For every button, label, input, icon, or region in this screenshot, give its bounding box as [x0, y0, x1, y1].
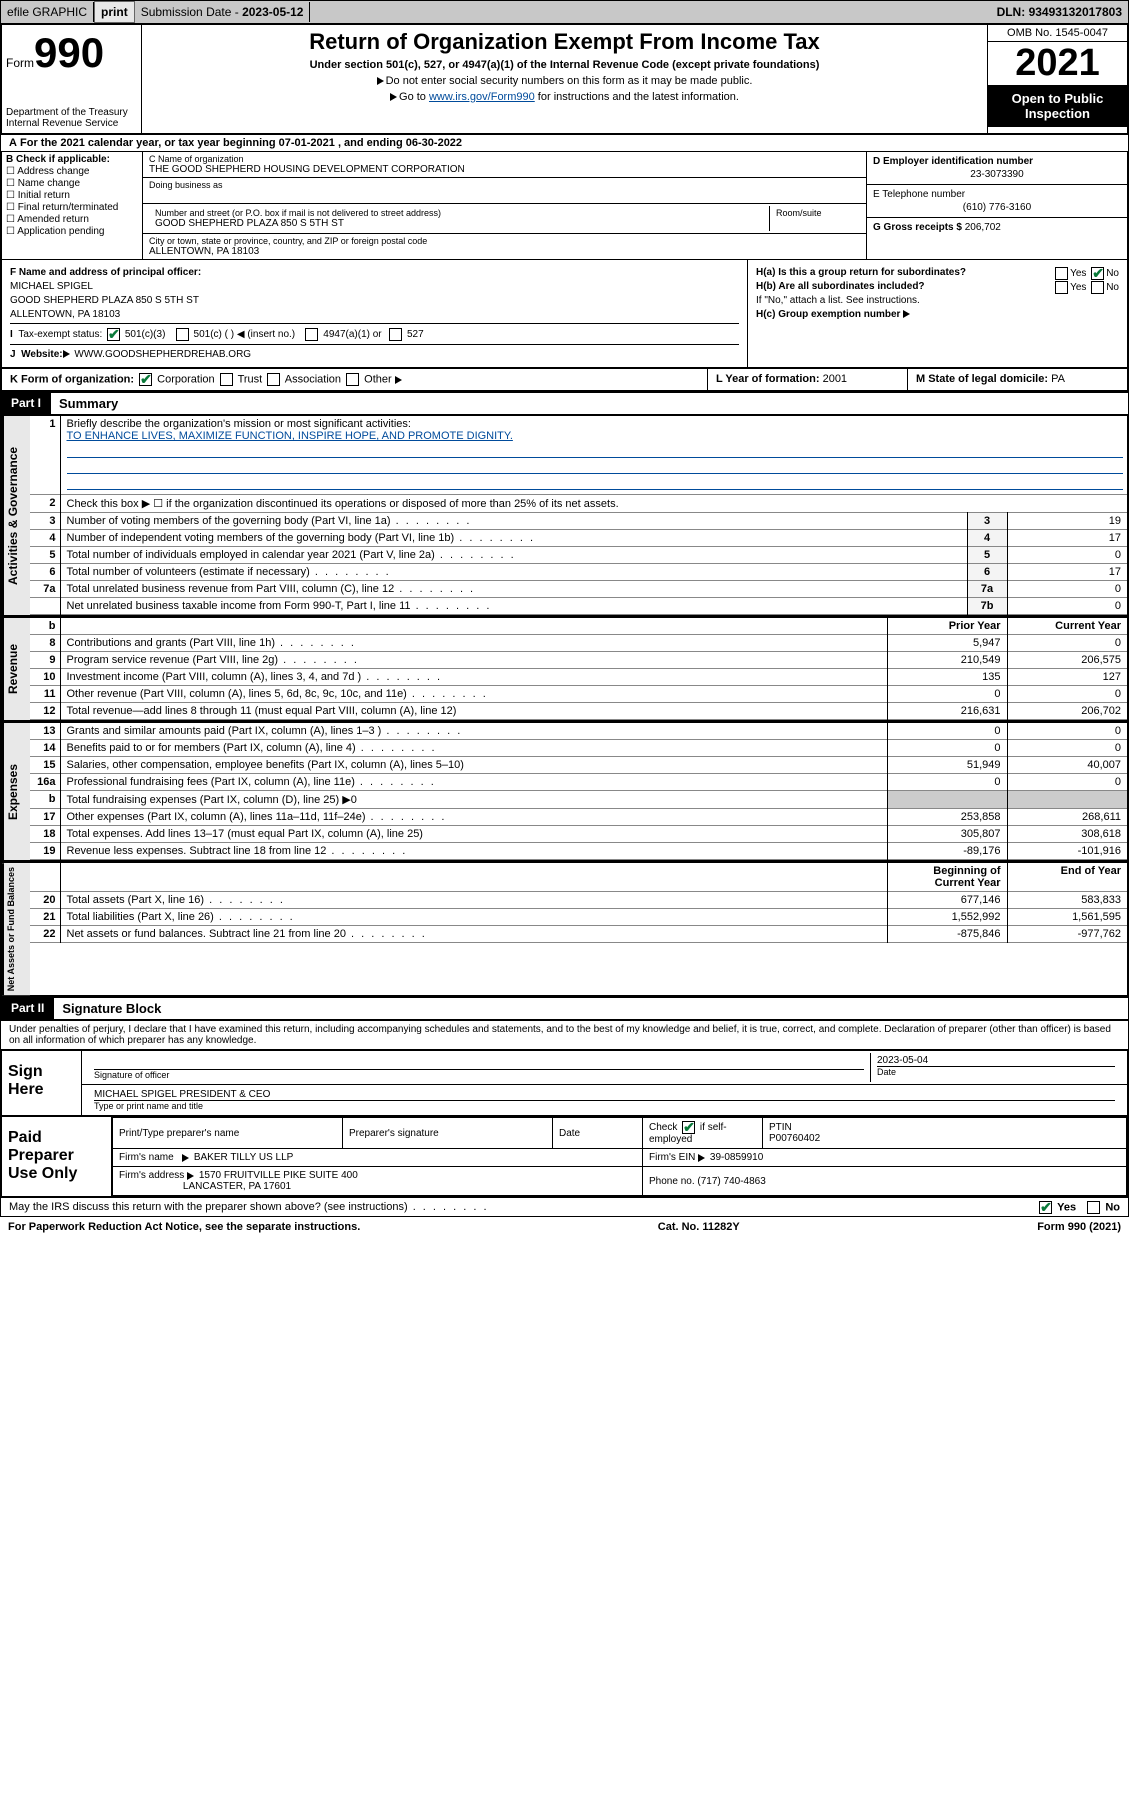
sidelabel-governance: Activities & Governance: [2, 416, 30, 615]
chk-address-change[interactable]: ☐ Address change: [6, 166, 138, 177]
part2-badge: Part II: [1, 998, 54, 1019]
part2-header-row: Part II Signature Block: [0, 997, 1129, 1020]
org-name: THE GOOD SHEPHERD HOUSING DEVELOPMENT CO…: [149, 164, 860, 175]
header-left: Form990 Department of the Treasury Inter…: [2, 25, 142, 133]
val-6: 17: [1007, 564, 1127, 581]
form-number: 990: [34, 29, 104, 76]
state-domicile: PA: [1051, 373, 1065, 385]
chk-initial-return[interactable]: ☐ Initial return: [6, 190, 138, 201]
dln: DLN: 93493132017803: [991, 2, 1128, 22]
part2-title: Signature Block: [54, 998, 169, 1019]
section-bcdeg: B Check if applicable: ☐ Address change …: [0, 152, 1129, 259]
efile-label: efile GRAPHIC: [1, 2, 94, 22]
sign-here-block: Sign Here Signature of officer 2023-05-0…: [0, 1050, 1129, 1117]
website: WWW.GOODSHEPHERDREHAB.ORG: [74, 349, 251, 360]
officer-name: MICHAEL SPIGEL: [10, 281, 739, 292]
chk-final-return[interactable]: ☐ Final return/terminated: [6, 202, 138, 213]
tax-year: 2021: [988, 42, 1127, 85]
mission-text: TO ENHANCE LIVES, MAXIMIZE FUNCTION, INS…: [67, 430, 513, 442]
row-klm: K Form of organization: Corporation Trus…: [0, 369, 1129, 392]
chk-association[interactable]: [267, 373, 280, 386]
section-governance: Activities & Governance 1 Briefly descri…: [0, 415, 1129, 617]
officer-signed-name: MICHAEL SPIGEL PRESIDENT & CEO: [94, 1089, 1115, 1100]
note-2: Go to www.irs.gov/Form990 for instructio…: [146, 91, 983, 103]
footer-mid: Cat. No. 11282Y: [658, 1221, 740, 1233]
submission-date: Submission Date - 2023-05-12: [135, 2, 311, 22]
col-b-checkboxes: B Check if applicable: ☐ Address change …: [2, 152, 142, 259]
sidelabel-expenses: Expenses: [2, 723, 30, 860]
street-address: GOOD SHEPHERD PLAZA 850 S 5TH ST: [155, 218, 763, 229]
sign-here-label: Sign Here: [2, 1051, 82, 1115]
val-7a: 0: [1007, 581, 1127, 598]
val-4: 17: [1007, 530, 1127, 547]
form-header: Form990 Department of the Treasury Inter…: [0, 24, 1129, 135]
officer-addr2: ALLENTOWN, PA 18103: [10, 309, 739, 320]
chk-other[interactable]: [346, 373, 359, 386]
paid-preparer-label: Paid Preparer Use Only: [2, 1117, 112, 1196]
section-netassets: Net Assets or Fund Balances Beginning of…: [0, 862, 1129, 997]
chk-may-no[interactable]: [1087, 1201, 1100, 1214]
chk-corporation[interactable]: [139, 373, 152, 386]
note-1: Do not enter social security numbers on …: [146, 75, 983, 87]
paid-preparer-block: Paid Preparer Use Only Print/Type prepar…: [0, 1117, 1129, 1198]
form-title: Return of Organization Exempt From Incom…: [146, 29, 983, 55]
chk-name-change[interactable]: ☐ Name change: [6, 178, 138, 189]
telephone: (610) 776-3160: [873, 202, 1121, 213]
firm-addr2: LANCASTER, PA 17601: [183, 1181, 291, 1192]
chk-ha-yes[interactable]: [1055, 267, 1068, 280]
part1-badge: Part I: [1, 393, 51, 414]
sign-date: 2023-05-04: [877, 1055, 1115, 1066]
chk-4947[interactable]: [305, 328, 318, 341]
penalty-statement: Under penalties of perjury, I declare th…: [0, 1020, 1129, 1050]
gross-receipts: 206,702: [965, 222, 1001, 233]
page-footer: For Paperwork Reduction Act Notice, see …: [0, 1217, 1129, 1237]
header-mid: Return of Organization Exempt From Incom…: [142, 25, 987, 133]
col-c-org: C Name of organization THE GOOD SHEPHERD…: [142, 152, 867, 259]
footer-left: For Paperwork Reduction Act Notice, see …: [8, 1221, 360, 1233]
inspection-badge: Open to Public Inspection: [988, 85, 1127, 127]
ein: 23-3073390: [873, 169, 1121, 180]
ptin: P00760402: [769, 1133, 820, 1144]
firm-ein: 39-0859910: [710, 1152, 763, 1163]
val-5: 0: [1007, 547, 1127, 564]
val-7b: 0: [1007, 598, 1127, 615]
chk-hb-yes[interactable]: [1055, 281, 1068, 294]
form-word: Form: [6, 56, 34, 70]
chk-trust[interactable]: [220, 373, 233, 386]
col-deg: D Employer identification number 23-3073…: [867, 152, 1127, 259]
chk-may-yes[interactable]: [1039, 1201, 1052, 1214]
chk-amended-return[interactable]: ☐ Amended return: [6, 214, 138, 225]
chk-527[interactable]: [389, 328, 402, 341]
chk-application-pending[interactable]: ☐ Application pending: [6, 226, 138, 237]
city-state-zip: ALLENTOWN, PA 18103: [149, 246, 860, 257]
sidelabel-revenue: Revenue: [2, 618, 30, 720]
omb-number: OMB No. 1545-0047: [988, 25, 1127, 42]
officer-addr1: GOOD SHEPHERD PLAZA 850 S 5TH ST: [10, 295, 739, 306]
chk-501c3[interactable]: [107, 328, 120, 341]
header-right: OMB No. 1545-0047 2021 Open to Public In…: [987, 25, 1127, 133]
firm-name: BAKER TILLY US LLP: [194, 1152, 294, 1163]
section-expenses: Expenses 13Grants and similar amounts pa…: [0, 722, 1129, 862]
row-a-taxyear: A For the 2021 calendar year, or tax yea…: [0, 135, 1129, 152]
form-subtitle: Under section 501(c), 527, or 4947(a)(1)…: [146, 59, 983, 71]
dept-label: Department of the Treasury Internal Reve…: [6, 107, 137, 129]
section-fhij: F Name and address of principal officer:…: [0, 259, 1129, 369]
chk-self-employed[interactable]: [682, 1121, 695, 1134]
may-discuss-row: May the IRS discuss this return with the…: [0, 1198, 1129, 1217]
chk-501c[interactable]: [176, 328, 189, 341]
top-toolbar: efile GRAPHIC print Submission Date - 20…: [0, 0, 1129, 24]
irs-link[interactable]: www.irs.gov/Form990: [429, 91, 535, 103]
year-formation: 2001: [823, 373, 847, 385]
chk-ha-no[interactable]: [1091, 267, 1104, 280]
print-button[interactable]: print: [94, 1, 135, 23]
firm-phone: (717) 740-4863: [697, 1176, 765, 1187]
firm-addr1: 1570 FRUITVILLE PIKE SUITE 400: [199, 1170, 358, 1181]
part1-header-row: Part I Summary: [0, 392, 1129, 415]
sidelabel-netassets: Net Assets or Fund Balances: [2, 863, 30, 995]
chk-hb-no[interactable]: [1091, 281, 1104, 294]
section-revenue: Revenue bPrior YearCurrent Year 8Contrib…: [0, 617, 1129, 722]
footer-right: Form 990 (2021): [1037, 1221, 1121, 1233]
val-3: 19: [1007, 513, 1127, 530]
part1-title: Summary: [51, 393, 126, 414]
